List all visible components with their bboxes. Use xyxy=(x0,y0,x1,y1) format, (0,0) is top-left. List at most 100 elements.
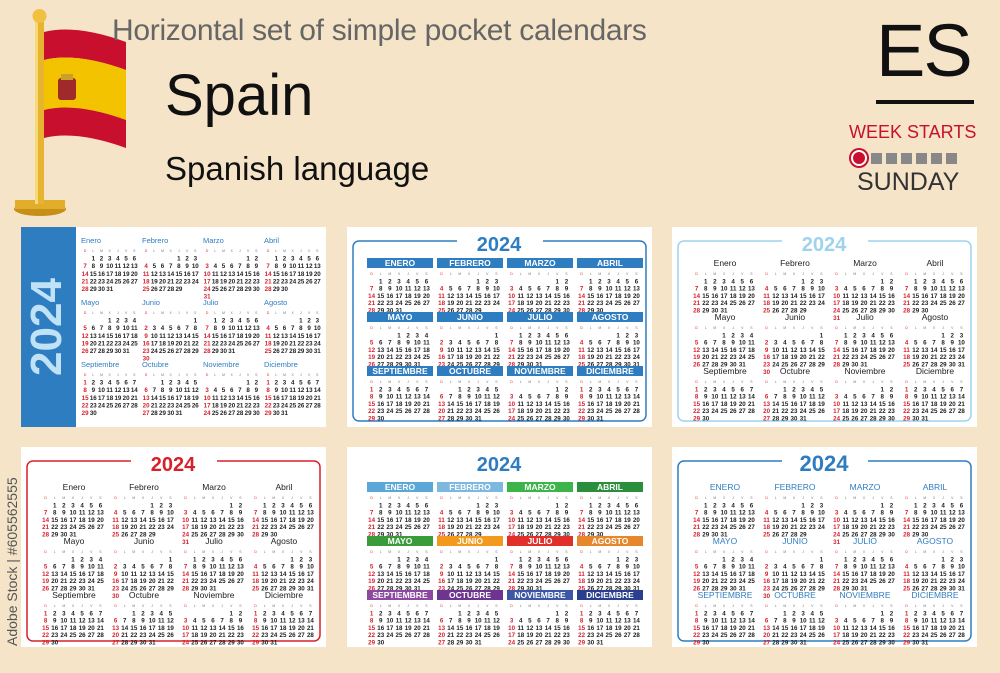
day-number: 26 xyxy=(791,586,798,593)
spain-flag-icon xyxy=(14,9,126,216)
day-number: 29 xyxy=(51,532,58,539)
day-number: 29 xyxy=(297,348,304,355)
weekday-letter: L xyxy=(520,604,522,608)
day-number: 31 xyxy=(958,586,965,593)
day-number: 29 xyxy=(879,532,886,539)
day-number: 11 xyxy=(578,571,585,578)
weekday-letter: X xyxy=(292,311,295,315)
day-number: 22 xyxy=(368,632,375,639)
day-number: 10 xyxy=(228,325,235,332)
day-number: 24 xyxy=(711,632,718,639)
day-number: 8 xyxy=(458,394,462,401)
day-number: 15 xyxy=(818,571,825,578)
weekday-letter: M xyxy=(713,326,716,330)
weekday-letter: L xyxy=(705,272,707,276)
weekday-letter: M xyxy=(923,326,926,330)
day-number: 14 xyxy=(958,618,965,625)
day-number: 8 xyxy=(495,340,499,347)
month-name: FEBRERO xyxy=(774,482,815,492)
day-number: 29 xyxy=(273,286,280,293)
day-number: 4 xyxy=(193,510,197,517)
day-number: 7 xyxy=(695,510,699,517)
day-number: 22 xyxy=(289,578,296,585)
day-number: 23 xyxy=(563,408,570,415)
day-number: 25 xyxy=(438,532,445,539)
month-name: SEPTIEMBRE xyxy=(372,366,428,376)
day-number: 20 xyxy=(123,395,130,402)
day-number: 29 xyxy=(903,416,910,423)
weekday-letter: D xyxy=(765,550,768,554)
day-number: 25 xyxy=(219,578,226,585)
day-number: 10 xyxy=(772,347,779,354)
day-number: 27 xyxy=(414,408,421,415)
day-number: 16 xyxy=(405,571,412,578)
day-number: 26 xyxy=(405,408,412,415)
weekday-letter: L xyxy=(380,604,382,608)
day-number: 19 xyxy=(466,578,473,585)
weekday-letter: S xyxy=(495,272,498,276)
day-number: 26 xyxy=(261,586,268,593)
day-number: 16 xyxy=(912,625,919,632)
day-number: 19 xyxy=(79,625,86,632)
day-number: 8 xyxy=(801,510,805,517)
day-number: 3 xyxy=(923,610,927,617)
day-number: 1 xyxy=(519,556,523,563)
day-number: 26 xyxy=(368,586,375,593)
day-number: 2 xyxy=(565,278,569,285)
day-number: 2 xyxy=(300,556,304,563)
day-number: 5 xyxy=(881,556,885,563)
day-number: 31 xyxy=(396,532,403,539)
month-name: Enero xyxy=(81,236,101,245)
day-number: 30 xyxy=(851,362,858,369)
month-name: DICIEMBRE xyxy=(586,590,634,600)
day-number: 7 xyxy=(750,610,754,617)
day-number: 27 xyxy=(97,524,104,531)
day-number: 23 xyxy=(386,524,393,531)
weekday-letter: X xyxy=(109,249,112,253)
weekday-letter: S xyxy=(425,380,428,384)
day-number: 27 xyxy=(90,348,97,355)
day-number: 8 xyxy=(108,325,112,332)
weekday-letter: J xyxy=(732,380,734,384)
day-number: 7 xyxy=(932,564,936,571)
day-number: 18 xyxy=(438,300,445,307)
day-number: 20 xyxy=(781,524,788,531)
day-number: 6 xyxy=(133,256,137,263)
day-number: 8 xyxy=(476,510,480,517)
day-number: 23 xyxy=(587,408,594,415)
weekday-letter: M xyxy=(528,550,531,554)
day-number: 13 xyxy=(861,517,868,524)
weekday-letter: M xyxy=(283,249,286,253)
weekday-letter: X xyxy=(723,496,726,500)
weekday-letter: L xyxy=(520,550,522,554)
day-number: 7 xyxy=(153,387,157,394)
day-number: 10 xyxy=(204,271,211,278)
weekday-letter: D xyxy=(145,249,148,253)
day-number: 27 xyxy=(800,362,807,369)
weekday-letter: L xyxy=(124,496,126,500)
day-number: 4 xyxy=(844,618,848,625)
day-number: 10 xyxy=(182,517,189,524)
weekday-letter: S xyxy=(750,380,753,384)
day-number: 2 xyxy=(528,556,532,563)
day-number: 3 xyxy=(205,387,209,394)
day-number: 16 xyxy=(253,271,260,278)
day-number: 19 xyxy=(624,517,631,524)
day-number: 20 xyxy=(861,632,868,639)
weekday-letter: V xyxy=(881,604,884,608)
day-number: 14 xyxy=(545,401,552,408)
day-number: 8 xyxy=(556,286,560,293)
day-number: 3 xyxy=(960,332,964,339)
day-number: 4 xyxy=(941,502,945,509)
day-number: 18 xyxy=(191,632,198,639)
day-number: 4 xyxy=(406,502,410,509)
weekday-letter: M xyxy=(783,380,786,384)
day-number: 29 xyxy=(721,586,728,593)
weekday-letter: S xyxy=(565,496,568,500)
day-number: 19 xyxy=(220,402,227,409)
day-number: 31 xyxy=(633,586,640,593)
day-number: 27 xyxy=(210,532,217,539)
day-number: 5 xyxy=(528,394,532,401)
